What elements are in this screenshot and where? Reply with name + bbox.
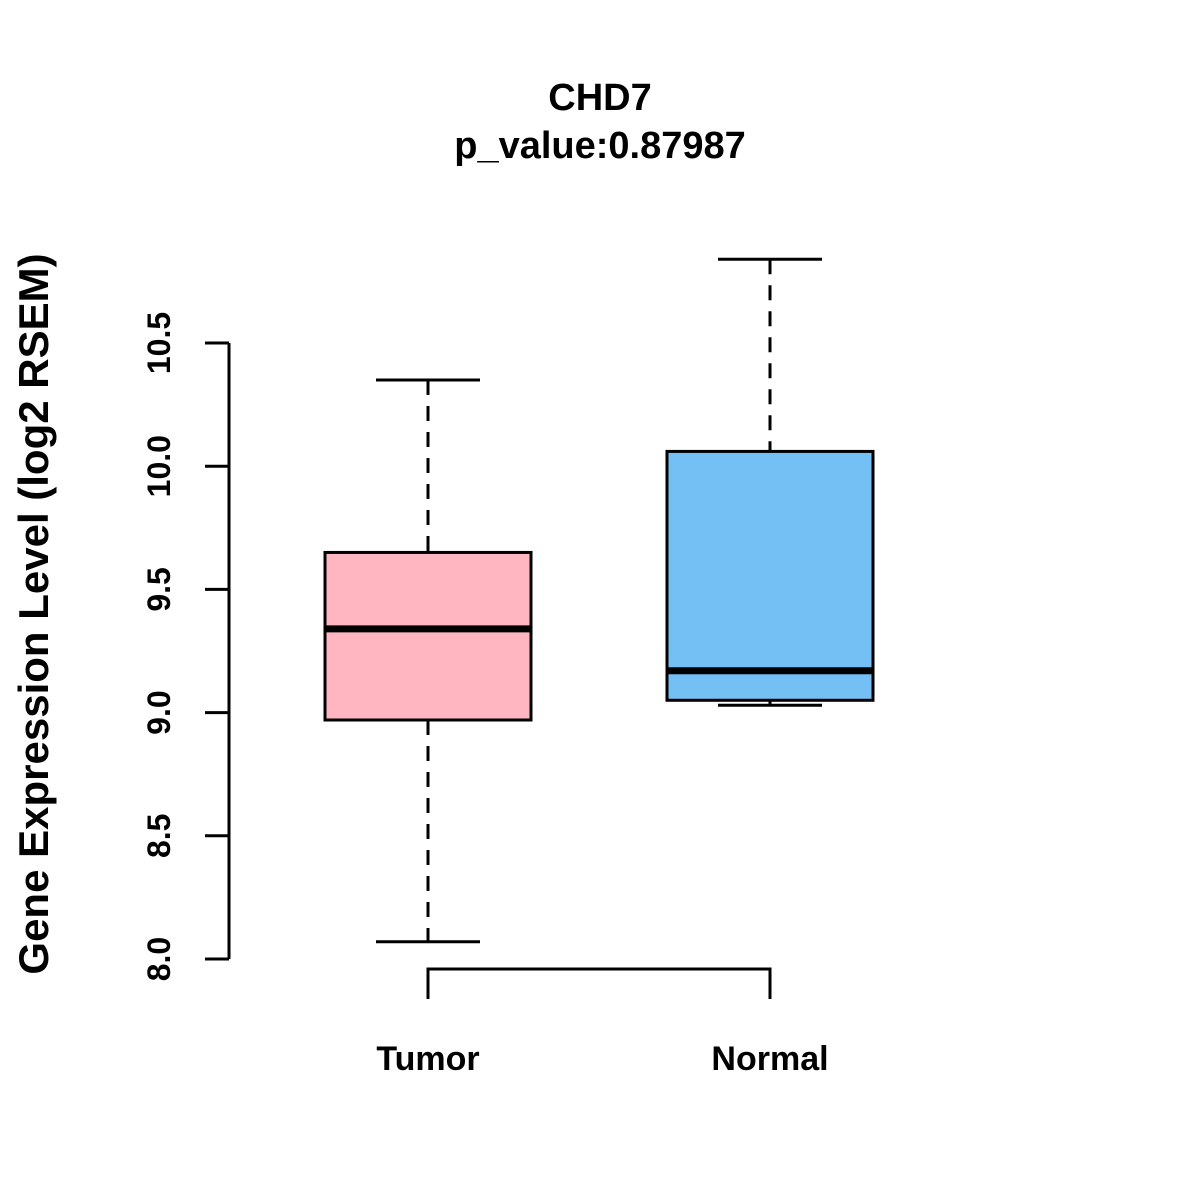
y-axis-title: Gene Expression Level (log2 RSEM) — [10, 253, 57, 974]
x-label-normal: Normal — [711, 1040, 828, 1078]
x-label-group: Tumor Normal — [376, 1040, 828, 1078]
plot-subtitle: p_value:0.87987 — [454, 125, 746, 167]
y-tick-label: 8.0 — [141, 937, 177, 981]
x-axis-bracket-group — [426, 967, 772, 999]
y-tick-label: 9.5 — [141, 567, 177, 611]
plot-title: CHD7 — [548, 77, 651, 119]
iqr-box — [665, 449, 875, 702]
box-tumor — [323, 378, 533, 944]
box-group — [323, 257, 875, 944]
y-axis: 8.0 8.5 9.0 9.5 10.0 10.5 — [141, 312, 231, 981]
y-tick-label: 10.5 — [141, 312, 177, 374]
iqr-box — [323, 550, 533, 722]
y-tick-label: 9.0 — [141, 690, 177, 734]
y-tick-label: 8.5 — [141, 814, 177, 858]
y-tick-label: 10.0 — [141, 435, 177, 497]
box-normal — [665, 257, 875, 707]
x-axis-bracket — [426, 967, 772, 999]
x-label-tumor: Tumor — [376, 1040, 479, 1078]
